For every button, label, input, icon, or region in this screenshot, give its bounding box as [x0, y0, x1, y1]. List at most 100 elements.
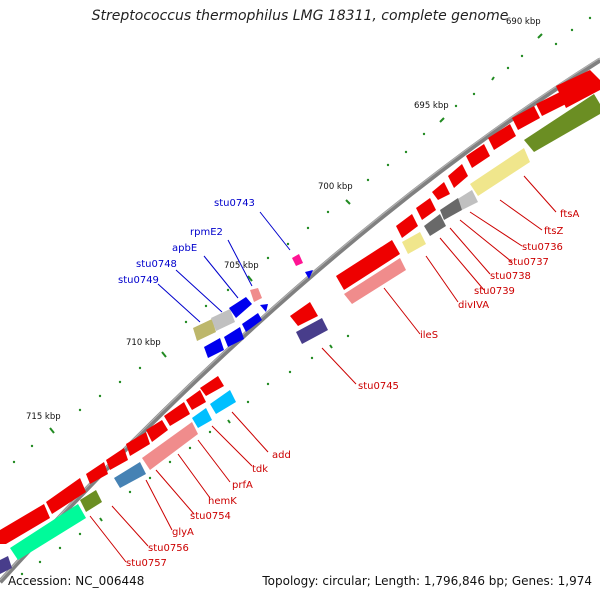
tick-mark — [491, 76, 495, 81]
gene-label: rpmE2 — [190, 227, 223, 238]
gene-red — [416, 198, 436, 220]
tick-mark — [345, 199, 351, 205]
tick-dot — [422, 132, 426, 136]
leader-line — [175, 269, 223, 313]
gene-red — [186, 390, 206, 410]
gene-label: glyA — [172, 527, 194, 538]
tick-dot — [266, 256, 270, 260]
tick-marks — [49, 33, 543, 522]
gene-red — [200, 376, 224, 396]
gene-red — [126, 432, 150, 456]
gene-prfA — [142, 422, 198, 470]
tick-dot — [30, 444, 34, 448]
gene-tdk — [192, 408, 212, 428]
gene-stu0737 — [440, 198, 462, 220]
gene-stu0736 — [456, 190, 478, 210]
gene-label: stu0739 — [474, 286, 515, 297]
leader-line — [157, 283, 201, 323]
tick-dot — [188, 446, 192, 450]
gene-red — [106, 448, 128, 470]
gene-divIVA — [402, 232, 426, 254]
tick-dot — [404, 150, 408, 154]
tick-mark — [161, 351, 167, 358]
gene-red — [466, 144, 490, 168]
leader-line — [111, 505, 149, 547]
leader-line — [425, 255, 459, 303]
gene-label: ftsA — [560, 209, 579, 220]
leader-line — [523, 175, 557, 213]
gene-red — [396, 214, 418, 238]
leader-line — [211, 425, 253, 467]
tick-dot — [286, 242, 290, 246]
tick-dot — [12, 460, 16, 464]
tick-dot — [184, 320, 188, 324]
tick-dot — [520, 54, 524, 58]
gene-label: stu0757 — [126, 558, 167, 569]
tick-dot — [58, 546, 62, 550]
gene-ftsZ — [470, 148, 530, 196]
gene-label: tdk — [252, 464, 268, 475]
tick-dot — [128, 490, 132, 494]
tick-mark — [329, 344, 333, 349]
tick-dot — [506, 66, 510, 70]
tick-dot — [346, 334, 350, 338]
gene-label: stu0748 — [136, 259, 177, 270]
gene-stu0756 — [80, 490, 102, 512]
tick-mark — [227, 419, 231, 424]
tick-dot — [208, 430, 212, 434]
gene-glyA — [10, 504, 86, 560]
kbp-label: 710 kbp — [126, 338, 161, 348]
tick-dot — [326, 210, 330, 214]
leader-line — [469, 211, 523, 247]
tick-mark — [99, 517, 103, 522]
leader-line — [145, 479, 173, 531]
gene-label: stu0743 — [214, 198, 255, 209]
gene-label: stu0736 — [522, 242, 563, 253]
gene-red — [448, 164, 468, 188]
kbp-label: 700 kbp — [318, 182, 353, 192]
gene-label: hemK — [208, 496, 237, 507]
map-title: Streptococcus thermophilus LMG 18311, co… — [91, 8, 509, 24]
tick-dot — [78, 532, 82, 536]
gene-red — [536, 92, 566, 116]
gene-blue-arrow-4 — [260, 304, 268, 312]
leader-line — [155, 469, 195, 515]
leader-line — [499, 199, 543, 231]
gene-label: stu0749 — [118, 275, 159, 286]
tick-dot — [226, 288, 230, 292]
tick-dot — [472, 92, 476, 96]
tick-dot — [570, 28, 574, 32]
gene-blue-arrow-3 — [242, 313, 262, 332]
tick-dot — [246, 400, 250, 404]
gene-label: stu0756 — [148, 543, 189, 554]
leader-line — [321, 347, 357, 385]
gene-label: divIVA — [458, 300, 489, 311]
leader-line — [231, 411, 269, 453]
gene-stu0748 — [211, 309, 235, 331]
leader-line — [177, 453, 211, 499]
gene-stu0743 — [292, 254, 303, 266]
gene-red — [146, 420, 168, 442]
leader-line — [383, 287, 421, 335]
tick-dot — [366, 178, 370, 182]
gene-stu0754 — [114, 462, 146, 488]
gene-blue-arrow-2 — [224, 327, 244, 347]
tick-dot — [588, 16, 592, 20]
tick-dots — [12, 16, 592, 576]
tick-dot — [288, 370, 292, 374]
tick-dot — [310, 356, 314, 360]
tick-dot — [148, 476, 152, 480]
tick-dot — [118, 380, 122, 384]
left-strand-genes — [193, 254, 313, 358]
tick-dot — [306, 226, 310, 230]
lower-strand-genes — [0, 376, 236, 574]
gene-blue-arrow-1 — [204, 338, 224, 358]
label-lines-blue — [157, 211, 291, 323]
gene-ileS — [336, 240, 400, 290]
tick-mark — [49, 427, 55, 434]
gene-red — [86, 462, 108, 484]
gene-red — [512, 106, 540, 130]
gene-label: prfA — [232, 480, 253, 491]
tick-dot — [386, 163, 390, 167]
